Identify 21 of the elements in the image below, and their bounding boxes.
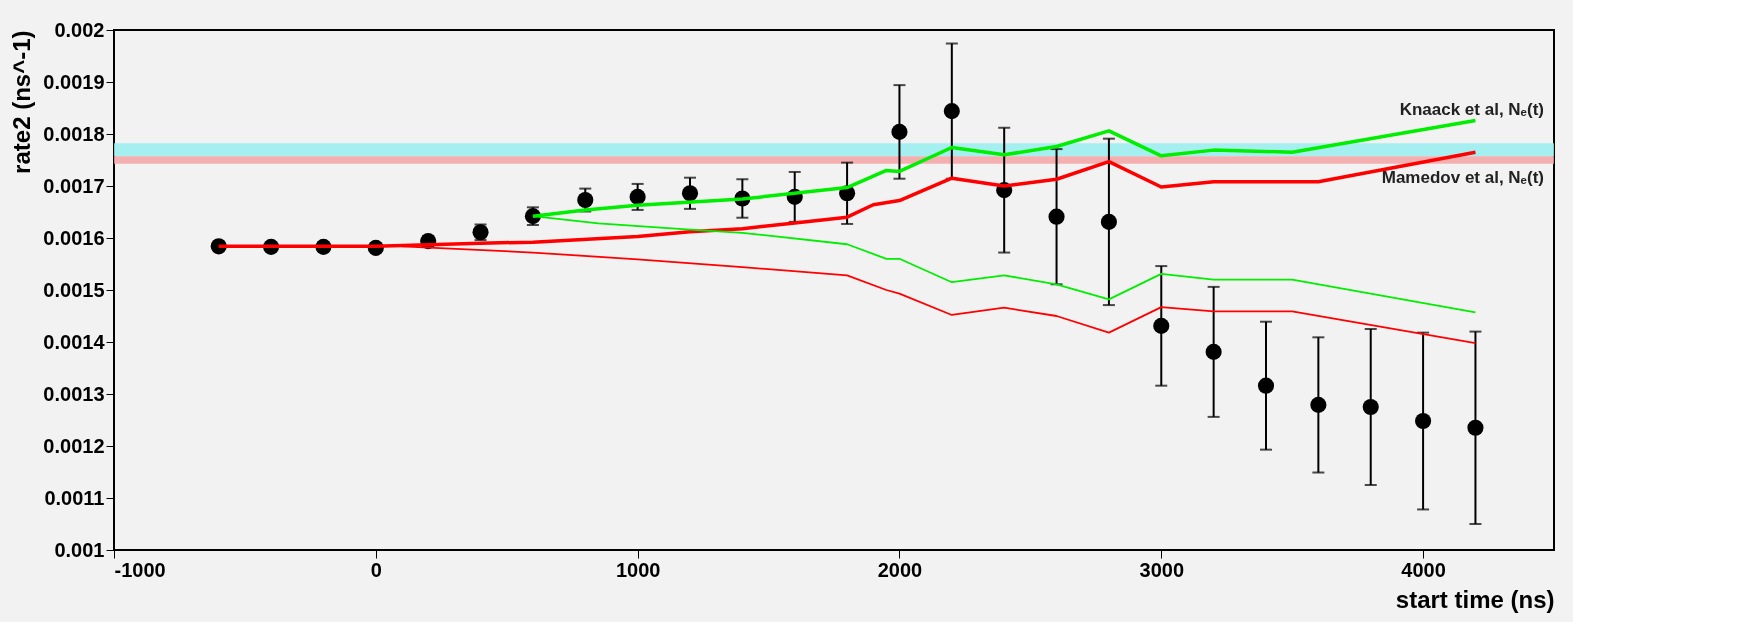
x-tick-label: 1000 — [615, 558, 661, 581]
y-tick-label: 0.0011 — [44, 486, 105, 509]
y-tick-label: 0.0013 — [43, 382, 105, 405]
y-tick-label: 0.0015 — [43, 278, 105, 301]
y-tick-label: 0.0012 — [43, 434, 105, 457]
x-axis-title: start time (ns) — [1395, 585, 1555, 613]
x-tick-label: 2000 — [877, 558, 923, 581]
band-label: Mamedov et al, Nₑ(t) — [1381, 167, 1544, 187]
y-tick-label: 0.0018 — [43, 122, 105, 145]
x-tick-label: 0 — [370, 558, 382, 581]
y-tick-label: 0.0014 — [43, 330, 106, 353]
y-tick-label: 0.0017 — [43, 174, 105, 197]
x-tick-label: 4000 — [1401, 558, 1446, 581]
x-tick-label: -1000 — [114, 558, 166, 581]
y-tick-label: 0.0016 — [43, 226, 105, 249]
x-tick-label: 3000 — [1139, 558, 1185, 581]
y-axis-title: rate2 (ns^-1) — [8, 30, 36, 174]
y-tick-label: 0.0019 — [43, 70, 105, 93]
band-label: Knaack et al, Nₑ(t) — [1399, 100, 1544, 120]
y-tick-label: 0.002 — [54, 18, 105, 41]
y-tick-label: 0.001 — [54, 538, 105, 561]
